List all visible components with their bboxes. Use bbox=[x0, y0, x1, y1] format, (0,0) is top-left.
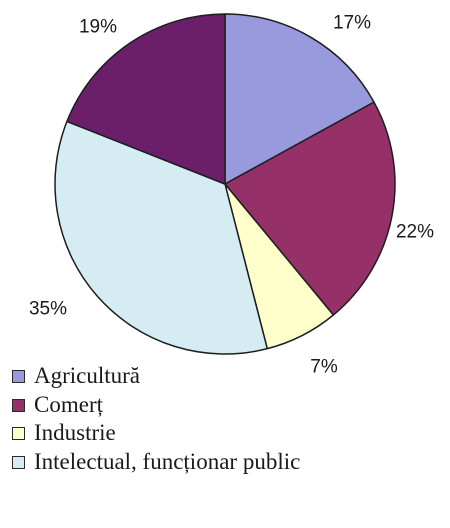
pie-slices bbox=[54, 13, 396, 355]
legend-swatch bbox=[12, 398, 25, 412]
legend: Agricultură Comerț Industrie Intelectual, f… bbox=[8, 362, 364, 476]
pie-value-labels: 17% 22% 7% 35% 19% bbox=[29, 13, 434, 378]
pie-slice bbox=[224, 101, 396, 316]
legend-item: Agricultură bbox=[8, 362, 364, 391]
legend-label: Agricultură bbox=[34, 363, 141, 388]
legend-item: Intelectual, funcționar public bbox=[8, 448, 364, 477]
slice-value-label: 7% bbox=[310, 357, 338, 378]
legend-label: Industrie bbox=[34, 420, 116, 445]
pie-slice bbox=[54, 120, 269, 355]
slice-value-label: 17% bbox=[333, 13, 371, 34]
slice-value-label: 22% bbox=[396, 222, 434, 243]
legend-swatch bbox=[12, 455, 25, 469]
legend-label: Comerț bbox=[34, 391, 103, 417]
slice-value-label: 35% bbox=[29, 299, 67, 320]
legend-swatch bbox=[12, 427, 25, 440]
pie-slice bbox=[66, 13, 226, 185]
slice-value-label: 19% bbox=[79, 17, 117, 38]
legend-item: Industrie bbox=[8, 419, 364, 448]
pie-slice bbox=[224, 13, 375, 185]
legend-item: Comerț bbox=[8, 391, 364, 420]
legend-label: Intelectual, funcționar public bbox=[34, 448, 301, 474]
legend-swatch bbox=[12, 370, 25, 383]
